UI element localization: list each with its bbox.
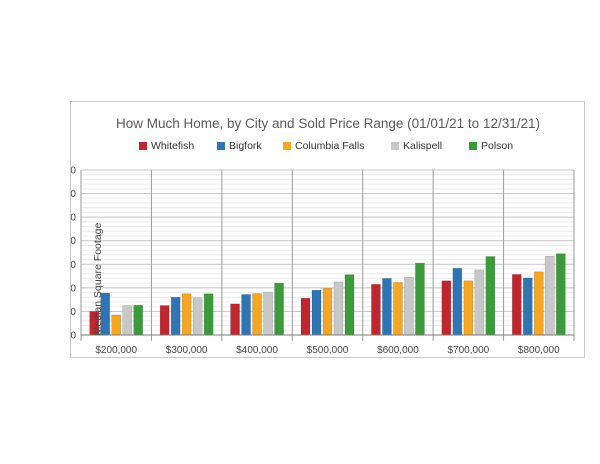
bar-kalispell (192, 297, 203, 336)
bar-bigfork (382, 278, 392, 336)
x-tick-label: $300,000 (166, 345, 208, 356)
bar-kalispell (404, 277, 414, 336)
bar-polson (133, 305, 143, 336)
bar-polson (556, 253, 566, 336)
legend: Whitefish Bigfork Columbia Falls Kalispell P… (139, 140, 513, 152)
y-tick-label: 7,000 (71, 166, 76, 177)
bar-bigfork (170, 297, 181, 336)
legend-swatch (217, 142, 225, 150)
y-tick-label: 2,000 (71, 283, 76, 294)
x-tick-label: $600,000 (377, 345, 419, 356)
legend-swatch (469, 142, 477, 150)
bars (89, 253, 566, 336)
legend-label: Kalispell (403, 140, 442, 152)
x-tick-label: $700,000 (447, 345, 489, 356)
bar-bigfork (241, 294, 251, 336)
legend-label: Whitefish (151, 140, 194, 152)
y-axis-label: Median Square Footage (92, 223, 104, 336)
bar-kalispell (263, 291, 273, 336)
bar-kalispell (333, 281, 344, 336)
x-tick-label: $200,000 (95, 345, 137, 356)
bar-kalispell (545, 256, 555, 336)
bar-kalispell (122, 305, 132, 336)
legend-label: Polson (481, 140, 513, 152)
bar-whitefish (300, 297, 311, 336)
legend-swatch (283, 142, 291, 150)
legend-swatch (391, 142, 399, 150)
legend-label: Columbia Falls (295, 140, 364, 152)
y-tick-label: 1,000 (71, 307, 76, 318)
bar-polson (203, 293, 214, 336)
bar-chart: How Much Home, by City and Sold Price Ra… (71, 116, 575, 356)
bar-whitefish (371, 284, 381, 336)
bar-whitefish (512, 274, 522, 336)
bar-columbia-falls (534, 271, 544, 336)
bar-columbia-falls (322, 288, 333, 336)
bar-bigfork (452, 268, 463, 336)
bar-columbia-falls (393, 282, 403, 336)
x-tick-label: $800,000 (518, 345, 560, 356)
bar-columbia-falls (111, 314, 121, 336)
bar-polson (344, 274, 355, 336)
axes: 0 1,000 2,000 3,000 4,000 5,000 6,000 7,000 $200… (71, 166, 575, 356)
bar-bigfork (311, 289, 322, 336)
y-tick-label: 0 (71, 331, 76, 342)
bar-whitefish (159, 305, 170, 336)
chart-title: How Much Home, by City and Sold Price Ra… (116, 116, 540, 131)
y-tick-label: 5,000 (71, 213, 76, 224)
chart-frame: How Much Home, by City and Sold Price Ra… (70, 101, 585, 358)
bar-bigfork (523, 277, 533, 336)
x-tick-label: $400,000 (236, 345, 278, 356)
legend-swatch (139, 142, 147, 150)
y-tick-label: 6,000 (71, 189, 76, 200)
x-tick-label: $500,000 (307, 345, 349, 356)
legend-label: Bigfork (229, 140, 262, 152)
y-tick-label: 3,000 (71, 260, 76, 271)
bar-columbia-falls (181, 293, 192, 336)
bar-polson (274, 282, 284, 336)
y-tick-label: 4,000 (71, 236, 76, 247)
bar-columbia-falls (463, 280, 474, 336)
bar-polson (485, 256, 496, 336)
bar-kalispell (474, 269, 485, 336)
bar-whitefish (441, 280, 452, 336)
bar-columbia-falls (252, 293, 262, 336)
bar-polson (415, 262, 425, 336)
bar-whitefish (230, 303, 240, 336)
